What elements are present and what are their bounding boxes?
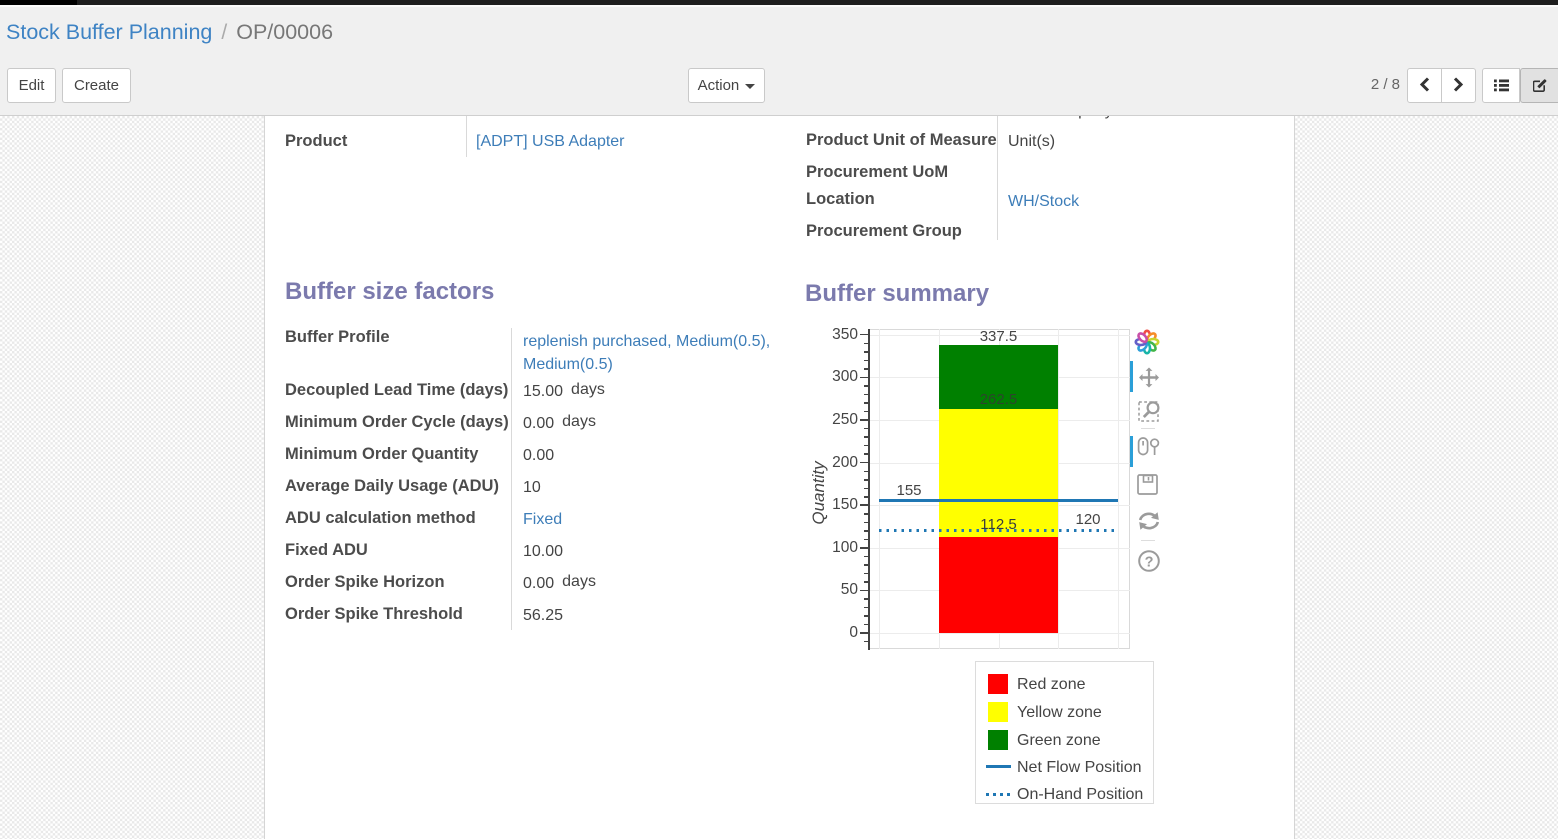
svg-text:?: ? bbox=[1145, 555, 1154, 571]
